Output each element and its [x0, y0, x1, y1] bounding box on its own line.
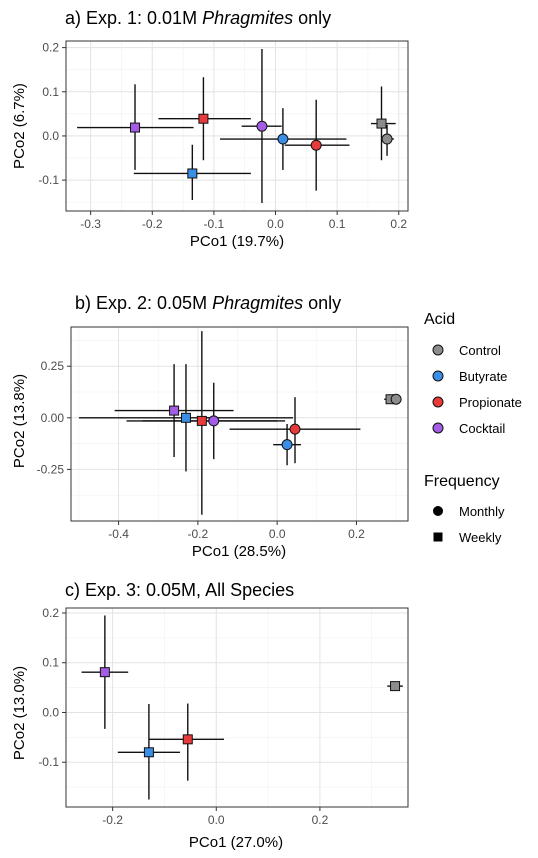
panel-b-plot-bg: [71, 327, 408, 521]
panel-c-xtick-label: 0.2: [312, 813, 329, 827]
panel-b-xtick-label: 0.0: [269, 527, 286, 541]
panel-a-ytick-label: -0.1: [38, 173, 59, 187]
panel-c: c) Exp. 3: 0.05M, All Species -0.2 0.0 0.2…: [11, 580, 409, 851]
legend-key-propionate: [432, 396, 444, 408]
panel-a-xlabel: PCo1 (19.7%): [190, 233, 284, 250]
panel-b-ytick-label: 0.25: [41, 359, 65, 373]
panel-a-point-control-weekly: [376, 118, 387, 129]
panel-a-xtick-label: -0.2: [142, 217, 163, 231]
panel-c-point-cocktail-weekly: [99, 667, 110, 678]
panel-c-ylabel: PCo2 (13.0%): [11, 666, 28, 760]
panel-b-ylabel: PCo2 (13.8%): [11, 374, 28, 468]
panel-a-point-propionate-monthly: [310, 139, 322, 151]
panel-a: a) Exp. 1: 0.01M Phragmites only -0.3 -0.…: [11, 8, 409, 250]
panel-a-ytick-label: 0.2: [42, 41, 59, 55]
panel-c-point-propionate-weekly: [182, 734, 193, 745]
panel-a-xtick-label: 0.0: [267, 217, 284, 231]
panel-a-xtick-label: -0.3: [80, 217, 101, 231]
panel-c-ytick-label: 0.2: [42, 606, 59, 620]
panel-c-xtick-label: -0.2: [102, 813, 123, 827]
panel-a-ytick-label: 0.0: [42, 129, 59, 143]
panel-b-xlabel: PCo1 (28.5%): [192, 543, 286, 560]
panel-c-xlabel: PCo1 (27.0%): [189, 834, 283, 851]
legend-acid-title: Acid: [424, 311, 455, 328]
panel-a-ylabel: PCo2 (6.7%): [11, 83, 28, 169]
panel-c-ticks: -0.2 0.0 0.2 -0.1 0.0 0.1 0.2: [38, 606, 328, 827]
panel-a-point-propionate-weekly: [198, 113, 209, 124]
panel-b: b) Exp. 2: 0.05M Phragmites only -0.4 -0.…: [11, 293, 409, 560]
panel-a-xtick-label: 0.2: [390, 217, 407, 231]
panel-c-ytick-label: 0.1: [42, 656, 59, 670]
panel-a-marks: [77, 48, 396, 204]
panel-b-xtick-label: -0.2: [188, 527, 209, 541]
panel-b-ytick-label: -0.25: [37, 462, 65, 476]
legend-key-control: [432, 344, 444, 356]
panel-c-grid: [66, 608, 408, 807]
panel-c-title: c) Exp. 3: 0.05M, All Species: [65, 580, 294, 600]
legend-frequency-items: Monthly Weekly: [433, 504, 505, 545]
legend-label-weekly: Weekly: [459, 530, 502, 545]
panel-c-point-butyrate-weekly: [143, 747, 154, 758]
panel-b-xtick-label: 0.2: [348, 527, 365, 541]
panel-a-point-cocktail-weekly: [130, 122, 141, 133]
panel-c-ytick-label: 0.0: [42, 705, 59, 719]
panel-c-point-control-weekly: [390, 681, 401, 692]
panel-b-point-propionate-monthly: [289, 423, 301, 435]
legend-key-cocktail: [432, 422, 444, 434]
panel-a-title: a) Exp. 1: 0.01M Phragmites only: [65, 8, 331, 28]
legend-label-butyrate: Butyrate: [459, 369, 507, 384]
panel-c-plot-bg: [66, 608, 408, 807]
panel-b-frame: [70, 326, 409, 522]
panel-b-grid: [71, 327, 408, 521]
legend-frequency-title: Frequency: [424, 473, 500, 490]
panel-b-ticks: -0.4 -0.2 0.0 0.2 -0.25 0.00 0.25: [37, 359, 365, 541]
panel-b-point-cocktail-monthly: [208, 415, 220, 427]
legend-label-cocktail: Cocktail: [459, 421, 505, 436]
panel-b-point-butyrate-monthly: [281, 439, 293, 451]
legend: Acid Control Butyrate Propionate Cocktail F…: [424, 311, 522, 545]
panel-a-frame: [65, 40, 409, 212]
panel-c-marks: [81, 615, 403, 800]
panel-b-marks: [78, 331, 402, 515]
panel-a-point-control-monthly: [381, 133, 393, 145]
legend-label-propionate: Propionate: [459, 395, 522, 410]
panel-a-plot-bg: [66, 41, 408, 211]
panel-c-ytick-label: -0.1: [38, 755, 59, 769]
panel-b-title: b) Exp. 2: 0.05M Phragmites only: [75, 293, 341, 313]
panel-b-ytick-label: 0.00: [41, 411, 65, 425]
panel-c-xtick-label: 0.0: [208, 813, 225, 827]
panel-a-ticks: -0.3 -0.2 -0.1 0.0 0.1 0.2 -0.1 0.0 0.1 0.2: [38, 41, 407, 231]
panel-a-xtick-label: -0.1: [204, 217, 225, 231]
panel-b-point-butyrate-weekly: [180, 412, 191, 423]
panel-a-point-cocktail-monthly: [256, 120, 268, 132]
panel-b-point-propionate-weekly: [196, 415, 207, 426]
panel-a-ytick-label: 0.1: [42, 85, 59, 99]
legend-label-monthly: Monthly: [459, 504, 505, 519]
panel-c-frame: [65, 607, 409, 808]
legend-label-control: Control: [459, 343, 501, 358]
legend-acid-items: Control Butyrate Propionate Cocktail: [432, 343, 522, 436]
panel-a-point-butyrate-weekly: [187, 168, 198, 179]
legend-key-butyrate: [432, 370, 444, 382]
panel-a-xtick-label: 0.1: [329, 217, 346, 231]
panel-b-point-control-monthly: [390, 393, 402, 405]
legend-key-weekly: [433, 532, 443, 542]
panel-a-grid: [66, 41, 408, 211]
panel-b-xtick-label: -0.4: [108, 527, 129, 541]
panel-b-point-cocktail-weekly: [169, 405, 180, 416]
legend-key-monthly: [433, 506, 443, 516]
panel-a-point-butyrate-monthly: [277, 133, 289, 145]
